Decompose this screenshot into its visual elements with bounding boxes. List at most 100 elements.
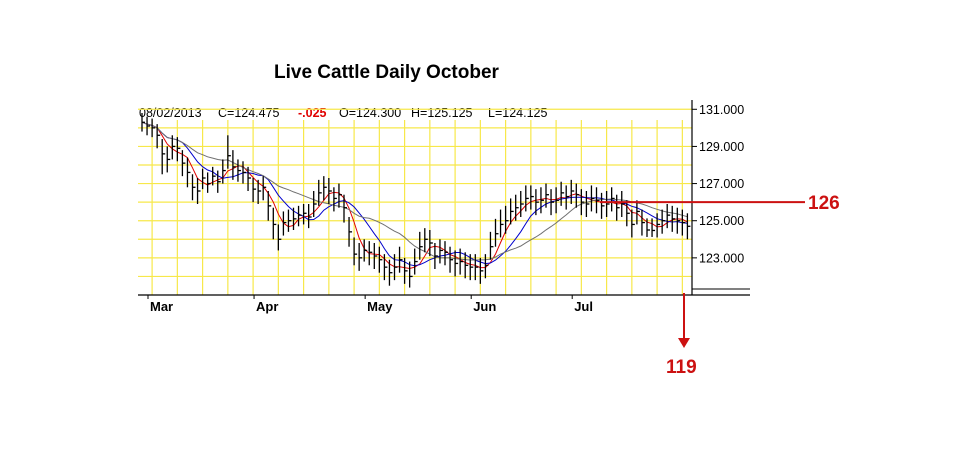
x-tick-label: Mar xyxy=(150,299,173,314)
price-bar xyxy=(646,218,650,237)
price-bar xyxy=(383,254,388,281)
price-bar xyxy=(146,116,151,136)
price-bar xyxy=(489,231,494,260)
price-bar xyxy=(227,135,231,169)
price-bar xyxy=(302,204,307,225)
info-close: C=124.475 xyxy=(218,106,280,120)
price-bar xyxy=(504,205,509,234)
price-bar xyxy=(318,179,322,206)
price-bar xyxy=(363,239,368,262)
price-bar xyxy=(222,159,226,184)
y-tick-layer: 131.000 129.000 127.000 125.000 123.000 xyxy=(692,103,744,265)
price-bar xyxy=(509,198,514,225)
moving-average-layer xyxy=(141,121,688,270)
price-bar xyxy=(358,243,363,271)
price-bar xyxy=(459,248,464,275)
price-bar xyxy=(530,185,534,210)
annotation-layer: 126 119 xyxy=(600,193,840,378)
price-bar xyxy=(580,189,585,216)
x-tick-layer: Mar Apr May Jun Jul xyxy=(147,295,593,314)
price-bar xyxy=(403,257,408,284)
y-tick-label: 125.000 xyxy=(699,214,744,228)
price-bar xyxy=(449,246,454,273)
price-bar xyxy=(611,187,615,212)
price-bar xyxy=(176,137,181,162)
price-bar xyxy=(201,168,206,190)
annotation-126-label: 126 xyxy=(808,193,840,214)
price-bar xyxy=(237,159,241,182)
y-tick-label: 129.000 xyxy=(699,140,744,154)
price-bar xyxy=(267,191,272,221)
price-bar xyxy=(191,174,196,201)
price-bar xyxy=(676,207,681,234)
price-bar xyxy=(631,209,635,238)
price-bar xyxy=(262,176,267,201)
y-tick-label: 123.000 xyxy=(699,251,744,265)
price-bar xyxy=(429,230,433,256)
info-open: O=124.300 xyxy=(339,106,401,120)
price-bar xyxy=(338,183,342,208)
price-bar xyxy=(151,118,156,138)
price-bar xyxy=(393,254,398,281)
price-bar xyxy=(206,172,211,193)
price-bar xyxy=(590,185,595,212)
price-bar xyxy=(656,213,661,238)
price-bar xyxy=(171,135,176,160)
price-bar xyxy=(277,224,282,251)
price-bar xyxy=(616,194,620,221)
price-bar xyxy=(217,170,221,193)
price-bar xyxy=(166,146,171,173)
price-bar xyxy=(323,176,327,201)
info-high: H=125.125 xyxy=(411,106,473,120)
price-bar xyxy=(247,166,252,191)
price-bar xyxy=(196,178,201,204)
annotation-119-label: 119 xyxy=(666,357,697,378)
price-bar xyxy=(287,209,292,232)
price-bar xyxy=(368,241,373,266)
info-low: L=124.125 xyxy=(488,106,547,120)
price-bar xyxy=(408,261,413,288)
down-arrow-icon xyxy=(678,338,690,348)
price-bar xyxy=(484,254,489,279)
price-bar xyxy=(398,246,403,273)
price-bar xyxy=(464,252,469,279)
price-bar xyxy=(444,241,448,266)
price-bar xyxy=(494,218,499,247)
price-bar xyxy=(282,211,287,236)
price-bar xyxy=(550,189,555,216)
price-bar xyxy=(141,113,145,132)
moving-average-line xyxy=(141,121,688,267)
price-bar xyxy=(232,150,236,180)
price-bar xyxy=(565,185,570,210)
price-bar xyxy=(292,207,297,230)
price-bar xyxy=(469,254,474,281)
price-bar xyxy=(348,217,353,247)
price-bar xyxy=(454,250,459,277)
price-bar xyxy=(161,139,166,175)
price-bar xyxy=(474,254,479,281)
price-bar xyxy=(252,178,257,203)
price-bar xyxy=(681,209,686,236)
info-change: -.025 xyxy=(298,106,327,120)
price-bar xyxy=(307,204,312,229)
price-bar xyxy=(186,157,191,188)
price-bar xyxy=(156,124,161,149)
x-tick-label: Apr xyxy=(256,299,278,314)
x-tick-label: May xyxy=(367,299,393,314)
price-bar xyxy=(424,228,428,253)
price-bar xyxy=(181,150,186,177)
price-bar xyxy=(439,239,443,264)
price-bar xyxy=(212,166,216,186)
price-bar xyxy=(328,178,332,204)
price-bar-layer xyxy=(141,113,691,288)
info-date: 08/02/2013 xyxy=(139,106,202,120)
price-bar xyxy=(257,179,262,204)
info-line: 08/02/2013 C=124.475 -.025 O=124.300 H=1… xyxy=(139,106,547,120)
price-bar xyxy=(621,191,625,217)
price-bar xyxy=(626,200,630,227)
price-bar xyxy=(378,246,383,273)
price-bar xyxy=(515,194,519,221)
x-tick-label: Jun xyxy=(473,299,496,314)
price-bar xyxy=(242,161,246,184)
